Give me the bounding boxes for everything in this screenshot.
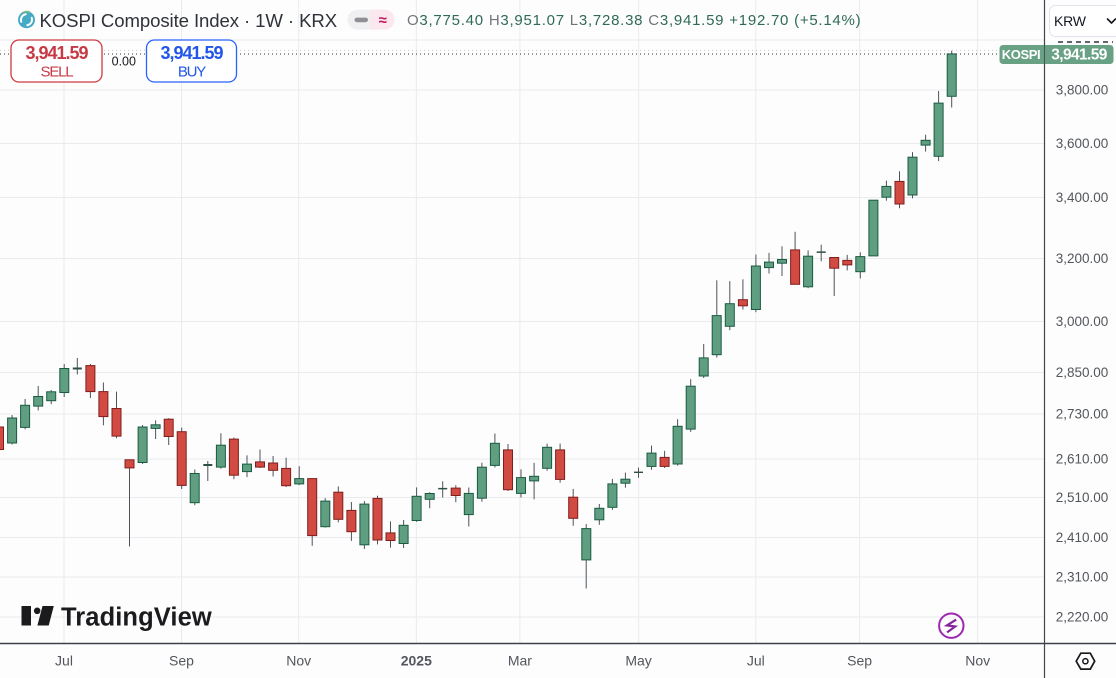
svg-text:KRW: KRW <box>1054 13 1087 29</box>
svg-text:3,400.00: 3,400.00 <box>1056 190 1109 205</box>
svg-text:KOSPI: KOSPI <box>1002 47 1040 62</box>
svg-text:Jul: Jul <box>747 653 765 669</box>
svg-text:3,941.59: 3,941.59 <box>25 43 88 63</box>
svg-text:BUY: BUY <box>178 64 206 81</box>
svg-text:2,220.00: 2,220.00 <box>1056 610 1109 625</box>
svg-text:Mar: Mar <box>508 653 532 669</box>
svg-text:3,941.59: 3,941.59 <box>160 43 223 63</box>
svg-text:2,410.00: 2,410.00 <box>1056 530 1109 545</box>
svg-text:Nov: Nov <box>965 653 990 669</box>
svg-text:May: May <box>625 653 651 669</box>
svg-text:Sep: Sep <box>847 653 872 669</box>
svg-text:3,000.00: 3,000.00 <box>1056 314 1109 329</box>
svg-text:3,600.00: 3,600.00 <box>1056 136 1109 151</box>
svg-text:Jul: Jul <box>55 653 73 669</box>
svg-text:KOSPI Composite Index · 1W · K: KOSPI Composite Index · 1W · KRX <box>40 10 338 31</box>
svg-text:Nov: Nov <box>286 653 311 669</box>
svg-text:2,730.00: 2,730.00 <box>1056 407 1109 422</box>
svg-text:2,610.00: 2,610.00 <box>1056 452 1109 467</box>
svg-text:3,800.00: 3,800.00 <box>1056 83 1109 98</box>
svg-text:≈: ≈ <box>379 12 387 29</box>
svg-text:2,850.00: 2,850.00 <box>1056 365 1109 380</box>
svg-text:2,310.00: 2,310.00 <box>1056 570 1109 585</box>
svg-text:3,941.59: 3,941.59 <box>1051 46 1108 63</box>
svg-text:0.00: 0.00 <box>112 54 136 68</box>
svg-text:SELL: SELL <box>41 64 74 81</box>
svg-text:2025: 2025 <box>401 653 432 669</box>
svg-text:3,200.00: 3,200.00 <box>1056 251 1109 266</box>
svg-text:TradingView: TradingView <box>61 604 212 632</box>
svg-text:Sep: Sep <box>169 653 194 669</box>
svg-text:2,510.00: 2,510.00 <box>1056 490 1109 505</box>
